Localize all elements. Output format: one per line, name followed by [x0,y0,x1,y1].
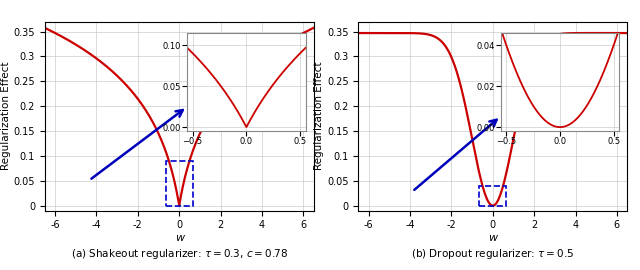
Bar [166,161,193,206]
Text: (a) Shakeout regularizer: $\tau = 0.3$, $c = 0.78$: (a) Shakeout regularizer: $\tau = 0.3$, … [70,247,288,261]
Y-axis label: Regularization Effect: Regularization Effect [314,62,324,170]
Text: w: w [488,233,497,243]
Bar [479,186,506,206]
Y-axis label: Regularization Effect: Regularization Effect [1,62,11,170]
Text: w: w [175,233,184,243]
Text: (b) Dropout regularizer: $\tau = 0.5$: (b) Dropout regularizer: $\tau = 0.5$ [412,247,574,261]
